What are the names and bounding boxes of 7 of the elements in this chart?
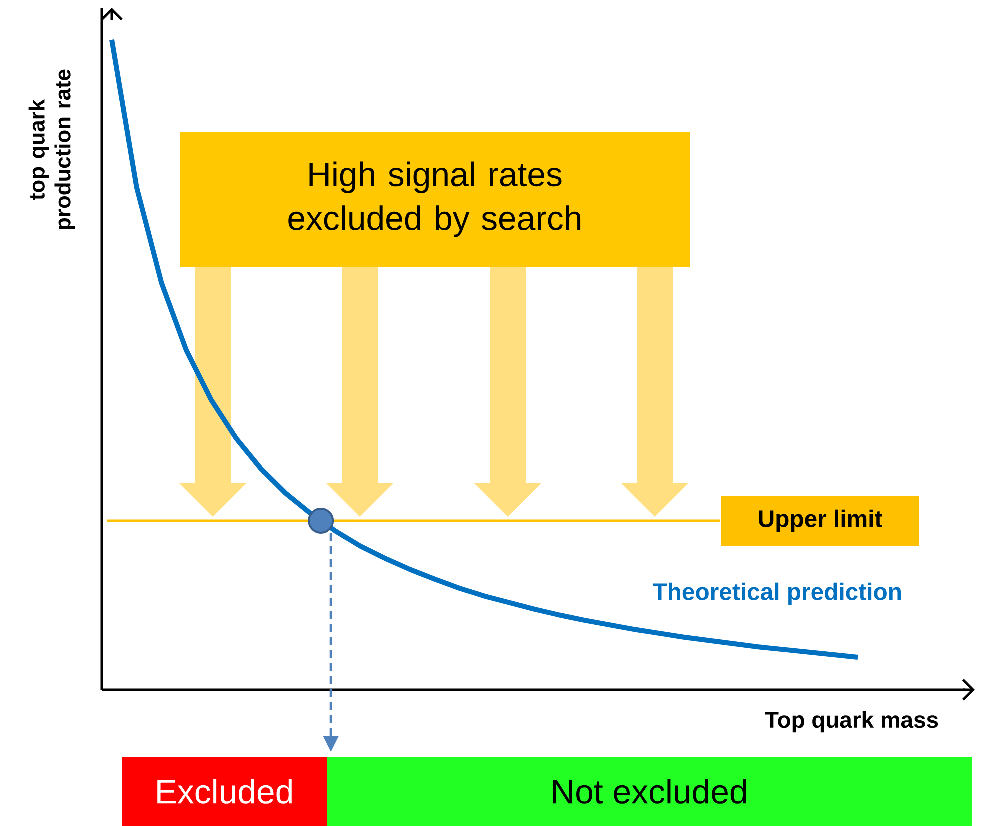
y-axis-title: top quark production rate xyxy=(28,70,76,230)
annotation: High signal rates excluded by search xyxy=(288,162,581,238)
text: Excluded xyxy=(158,779,292,804)
text: Not excluded xyxy=(553,779,746,804)
ref-line-label: Upper limit xyxy=(759,510,882,532)
x-axis-title: Top quark mass xyxy=(765,711,938,733)
series-label: Theoretical prediction xyxy=(652,582,901,606)
